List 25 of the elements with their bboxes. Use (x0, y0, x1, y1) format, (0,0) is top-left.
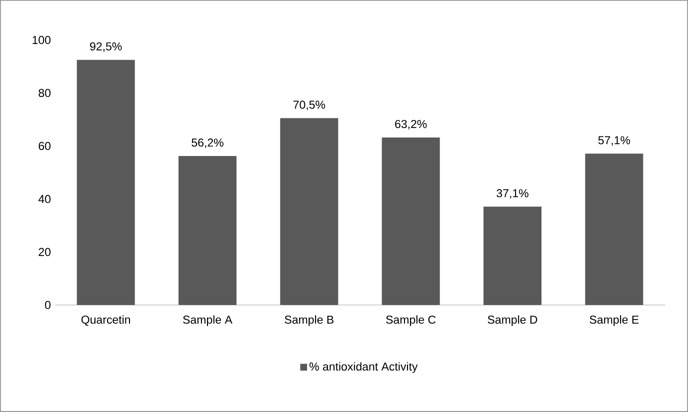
data-label: 63,2% (395, 120, 427, 130)
y-tick-label: 100 (32, 36, 51, 44)
y-tick-label: 40 (38, 194, 51, 204)
x-tick-label: Sample D (488, 315, 538, 326)
data-label: 57,1% (598, 136, 630, 146)
bar (280, 118, 338, 305)
y-tick-label: 60 (38, 142, 51, 150)
x-tick-label: Quarcetin (81, 315, 130, 326)
bar (484, 206, 542, 305)
y-tick-label: 20 (38, 248, 51, 256)
x-tick-label: Sample A (183, 315, 232, 326)
data-label: 92,5% (90, 42, 122, 52)
data-label: 37,1% (496, 189, 528, 199)
x-tick-label: Sample E (590, 315, 639, 326)
data-label: 70,5% (293, 100, 326, 110)
bar (76, 60, 135, 305)
bar (178, 156, 237, 305)
y-tick-label: 0 (45, 300, 51, 310)
y-tick-label: 80 (38, 88, 51, 98)
x-tick-label: Sample C (386, 315, 436, 326)
x-tick-label: Sample B (284, 315, 334, 326)
data-label: 56,2% (192, 138, 224, 148)
legend-label: % antioxidant Activity (309, 362, 418, 373)
bar (382, 138, 440, 305)
bar (585, 154, 644, 305)
